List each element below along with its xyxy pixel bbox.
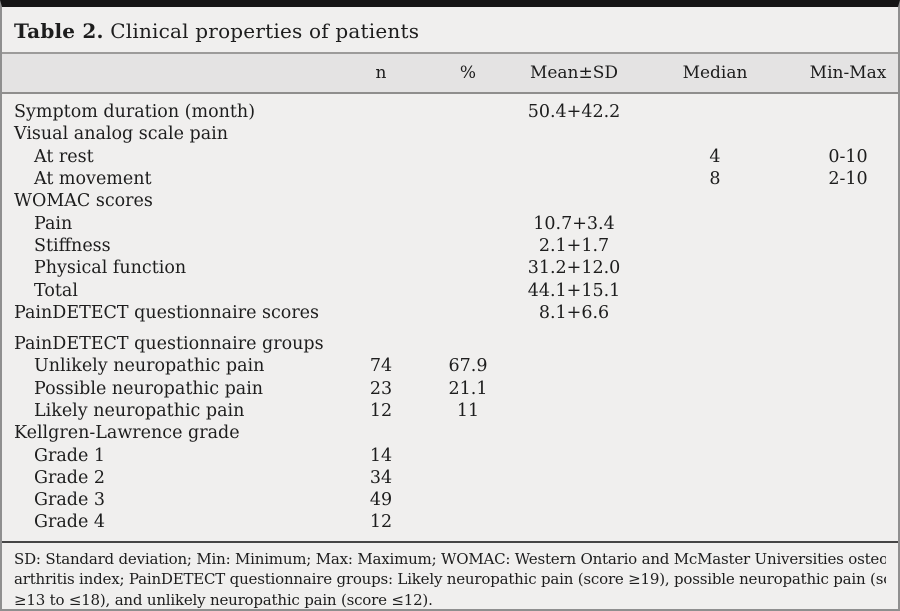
footnote-line: SD: Standard deviation; Min: Minimum; Ma…: [14, 549, 886, 568]
row-label: Likely neuropathic pain: [34, 401, 245, 421]
n-value: 74: [369, 356, 393, 377]
table-row: Possible neuropathic pain 23 21.1: [2, 378, 898, 400]
min-max-value: 0-10: [828, 146, 868, 167]
table-row: WOMAC scores: [2, 190, 898, 212]
percent-value: 67.9: [448, 356, 488, 377]
table-row: PainDETECT questionnaire scores 8.1+6.6: [2, 302, 898, 324]
column-header-min-max: Min-Max: [809, 63, 887, 83]
footnote-line: ≥13 to ≤18), and unlikely neuropathic pa…: [14, 590, 433, 609]
row-label: PainDETECT questionnaire groups: [14, 334, 324, 355]
column-header-percent: %: [459, 63, 477, 83]
median-value: 4: [709, 146, 721, 167]
column-header-mean-sd: Mean±SD: [529, 63, 619, 83]
table-row: Stiffness 2.1+1.7: [2, 235, 898, 257]
row-label: Physical function: [34, 258, 187, 279]
mean-sd-value: 2.1+1.7: [538, 235, 610, 256]
mean-sd-value: 50.4+42.2: [527, 102, 621, 123]
min-max-value: 2-10: [828, 169, 868, 190]
table-row: Pain 10.7+3.4: [2, 212, 898, 234]
table-row: Grade 4 12: [2, 511, 898, 533]
row-label: Pain: [34, 213, 73, 234]
table-row: Unlikely neuropathic pain 74 67.9: [2, 355, 898, 377]
percent-value: 11: [456, 401, 480, 421]
mean-sd-value: 31.2+12.0: [527, 258, 621, 279]
row-label: Stiffness: [34, 235, 111, 256]
row-label: Visual analog scale pain: [14, 124, 229, 145]
table-row: At movement 8 2-10: [2, 168, 898, 190]
row-label: WOMAC scores: [14, 191, 153, 212]
table-row: PainDETECT questionnaire groups: [2, 333, 898, 355]
row-label: Grade 3: [34, 490, 106, 511]
row-label: At rest: [34, 146, 94, 167]
table-row: Grade 3 49: [2, 489, 898, 511]
row-label: Grade 1: [34, 445, 106, 466]
row-label: Kellgren-Lawrence grade: [14, 423, 240, 444]
table-title-text: Clinical properties of patients: [110, 19, 420, 43]
row-label: Unlikely neuropathic pain: [34, 356, 265, 377]
n-value: 14: [369, 445, 393, 466]
footnote: SD: Standard deviation; Min: Minimum; Ma…: [2, 540, 898, 609]
n-value: 12: [369, 512, 393, 533]
table-body: Symptom duration (month) 50.4+42.2 Visua…: [2, 94, 898, 534]
table-row: Grade 1 14: [2, 444, 898, 466]
table-row: Kellgren-Lawrence grade: [2, 422, 898, 444]
table-row: Visual analog scale pain: [2, 123, 898, 145]
row-label: Possible neuropathic pain: [34, 378, 264, 399]
table-row: Total 44.1+15.1: [2, 279, 898, 301]
percent-value: 21.1: [448, 378, 488, 399]
mean-sd-value: 44.1+15.1: [527, 280, 621, 301]
n-value: 49: [369, 490, 393, 511]
table-row: Likely neuropathic pain 12 11: [2, 400, 898, 422]
table-header-row: n % Mean±SD Median Min-Max: [2, 52, 898, 94]
page-title: Table 2. Clinical properties of patients: [2, 7, 898, 52]
row-label: Symptom duration (month): [14, 102, 256, 123]
median-value: 8: [709, 169, 721, 190]
mean-sd-value: 10.7+3.4: [533, 213, 615, 234]
table-row: Physical function 31.2+12.0: [2, 257, 898, 279]
n-value: 34: [369, 467, 393, 488]
row-label: Total: [34, 280, 78, 301]
footnote-line: arthritis index; PainDETECT questionnair…: [14, 570, 886, 589]
row-label: At movement: [34, 169, 152, 190]
table-row: Symptom duration (month) 50.4+42.2: [2, 101, 898, 123]
mean-sd-value: 8.1+6.6: [538, 302, 610, 323]
row-label: Grade 2: [34, 467, 106, 488]
table-row: At rest 4 0-10: [2, 146, 898, 168]
n-value: 12: [369, 401, 393, 421]
column-header-median: Median: [682, 63, 748, 83]
row-label: Grade 4: [34, 512, 106, 533]
table-number-label: Table 2.: [14, 19, 104, 43]
table-row: Grade 2 34: [2, 467, 898, 489]
n-value: 23: [369, 378, 393, 399]
row-label: PainDETECT questionnaire scores: [14, 302, 320, 323]
column-header-n: n: [375, 63, 387, 83]
